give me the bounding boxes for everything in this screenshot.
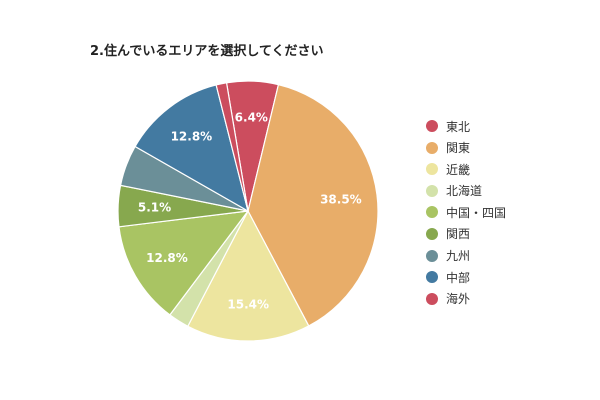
slice-data-label: 38.5% [320,192,362,206]
chart-title: 2.住んでいるエリアを選択してください [90,44,324,59]
legend-label: 東北 [446,119,471,134]
legend-swatch [426,292,438,305]
legend-item[interactable]: 近畿 [426,159,506,179]
legend-item[interactable]: 中部 [426,267,506,287]
legend-label: 中国・四国 [446,205,507,220]
legend-swatch [426,184,438,197]
legend-label: 近畿 [446,162,471,177]
pie-slice[interactable] [118,210,250,316]
slice-data-label: 6.4% [235,111,268,125]
slice-data-label: 12.8% [146,251,188,265]
legend-swatch [426,163,438,176]
legend-swatch [426,206,438,219]
pie-slice[interactable] [215,82,249,212]
legend-label: 九州 [446,249,471,264]
legend-label: 関西 [446,227,471,242]
legend-swatch [426,120,438,132]
legend-item[interactable]: 北海道 [426,181,506,201]
legend-item[interactable]: 中国・四国 [426,202,506,222]
slice-data-label: 5.1% [138,200,171,214]
legend-swatch [426,141,438,154]
legend-item[interactable]: 関西 [426,224,506,244]
slice-data-label: 15.4% [227,298,269,312]
legend-swatch [426,271,438,284]
pie-slice[interactable] [247,83,379,327]
legend-label: 中部 [446,270,471,285]
slice-data-label: 12.8% [171,130,213,144]
legend-label: 海外 [446,292,471,307]
legend-swatch [426,249,438,262]
legend-label: 関東 [446,141,471,156]
pie-slice[interactable] [134,84,249,213]
legend-item[interactable]: 海外 [426,289,506,309]
chart-legend: 東北関東近畿北海道中国・四国関西九州中部海外 [426,116,506,310]
legend-label: 北海道 [446,184,483,199]
legend-item[interactable]: 九州 [426,246,506,266]
legend-item[interactable]: 東北 [426,116,506,136]
legend-item[interactable]: 関東 [426,138,506,158]
legend-swatch [426,227,438,240]
pie-slice[interactable] [187,209,310,342]
